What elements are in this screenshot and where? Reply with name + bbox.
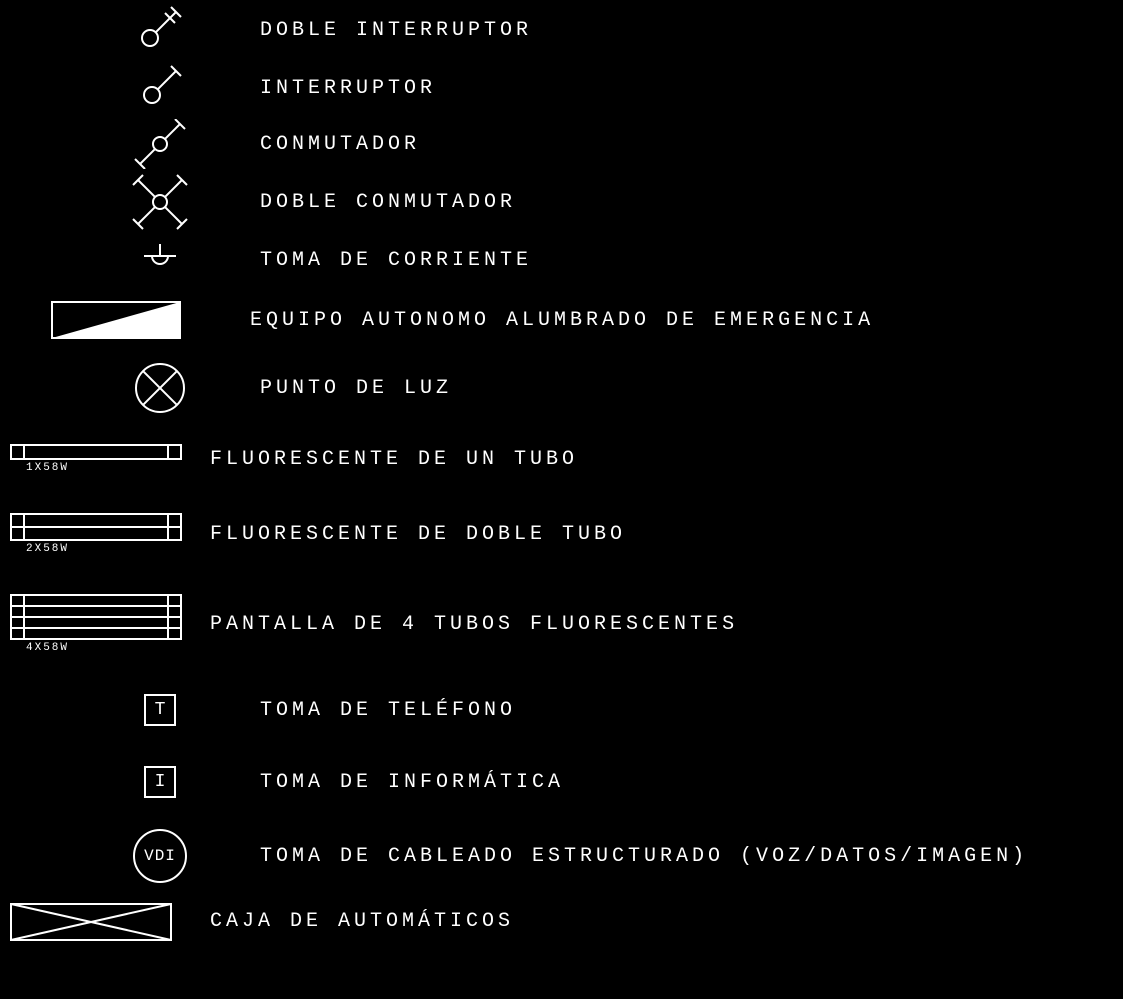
legend-row-conmutador: CONMUTADOR bbox=[0, 116, 1123, 172]
legend-row-fluor-2: 2X58W FLUORESCENTE DE DOBLE TUBO bbox=[0, 494, 1123, 574]
doble-interruptor-label: DOBLE INTERRUPTOR bbox=[260, 19, 532, 42]
equipo-emergencia-label: EQUIPO AUTONOMO ALUMBRADO DE EMERGENCIA bbox=[250, 309, 874, 332]
conmutador-label: CONMUTADOR bbox=[260, 133, 420, 156]
legend-row-doble-interruptor: DOBLE INTERRUPTOR bbox=[0, 0, 1123, 60]
conmutador-icon bbox=[0, 119, 260, 169]
svg-text:VDI: VDI bbox=[144, 847, 176, 865]
legend-row-toma-telefono: T TOMA DE TELÉFONO bbox=[0, 674, 1123, 746]
punto-luz-label: PUNTO DE LUZ bbox=[260, 377, 452, 400]
legend-row-punto-luz: PUNTO DE LUZ bbox=[0, 352, 1123, 424]
toma-corriente-label: TOMA DE CORRIENTE bbox=[260, 249, 532, 272]
punto-luz-icon bbox=[0, 360, 260, 416]
fluorescent-wattage: 4X58W bbox=[10, 642, 182, 654]
toma-telefono-label: TOMA DE TELÉFONO bbox=[260, 699, 516, 722]
caja-automaticos-label: CAJA DE AUTOMÁTICOS bbox=[210, 910, 514, 933]
toma-corriente-icon bbox=[0, 240, 260, 280]
doble-interruptor-icon bbox=[0, 4, 260, 56]
equipo-emergencia-icon bbox=[0, 300, 250, 340]
legend-row-fluor-4: 4X58W PANTALLA DE 4 TUBOS FLUORESCENTES bbox=[0, 574, 1123, 674]
legend-row-interruptor: INTERRUPTOR bbox=[0, 60, 1123, 116]
svg-text:I: I bbox=[155, 772, 166, 792]
fluor-4-icon: 4X58W bbox=[0, 594, 210, 654]
legend-row-doble-conmutador: DOBLE CONMUTADOR bbox=[0, 172, 1123, 232]
legend-row-toma-corriente: TOMA DE CORRIENTE bbox=[0, 232, 1123, 288]
toma-informatica-icon: I bbox=[0, 765, 260, 799]
legend-row-fluor-1: 1X58W FLUORESCENTE DE UN TUBO bbox=[0, 424, 1123, 494]
electrical-legend: DOBLE INTERRUPTOR INTERRUPTOR CONMUTADOR DO… bbox=[0, 0, 1123, 949]
toma-informatica-label: TOMA DE INFORMÁTICA bbox=[260, 771, 564, 794]
toma-telefono-icon: T bbox=[0, 693, 260, 727]
fluor-2-icon: 2X58W bbox=[0, 513, 210, 555]
fluorescent-wattage: 2X58W bbox=[10, 543, 182, 555]
doble-conmutador-label: DOBLE CONMUTADOR bbox=[260, 191, 516, 214]
svg-text:T: T bbox=[155, 700, 166, 720]
legend-row-caja-automaticos: CAJA DE AUTOMÁTICOS bbox=[0, 894, 1123, 949]
fluor-1-label: FLUORESCENTE DE UN TUBO bbox=[210, 448, 578, 471]
toma-vdi-label: TOMA DE CABLEADO ESTRUCTURADO (VOZ/DATOS… bbox=[260, 845, 1028, 868]
interruptor-label: INTERRUPTOR bbox=[260, 77, 436, 100]
fluorescent-wattage: 1X58W bbox=[10, 462, 182, 474]
caja-automaticos-icon bbox=[0, 903, 210, 941]
fluor-2-label: FLUORESCENTE DE DOBLE TUBO bbox=[210, 523, 626, 546]
fluor-4-label: PANTALLA DE 4 TUBOS FLUORESCENTES bbox=[210, 613, 738, 636]
legend-row-toma-informatica: I TOMA DE INFORMÁTICA bbox=[0, 746, 1123, 818]
legend-row-equipo-emergencia: EQUIPO AUTONOMO ALUMBRADO DE EMERGENCIA bbox=[0, 288, 1123, 352]
toma-vdi-icon: VDI bbox=[0, 827, 260, 885]
legend-row-toma-vdi: VDI TOMA DE CABLEADO ESTRUCTURADO (VOZ/DA… bbox=[0, 818, 1123, 894]
doble-conmutador-icon bbox=[0, 172, 260, 232]
fluor-1-icon: 1X58W bbox=[0, 444, 210, 474]
interruptor-icon bbox=[0, 63, 260, 113]
